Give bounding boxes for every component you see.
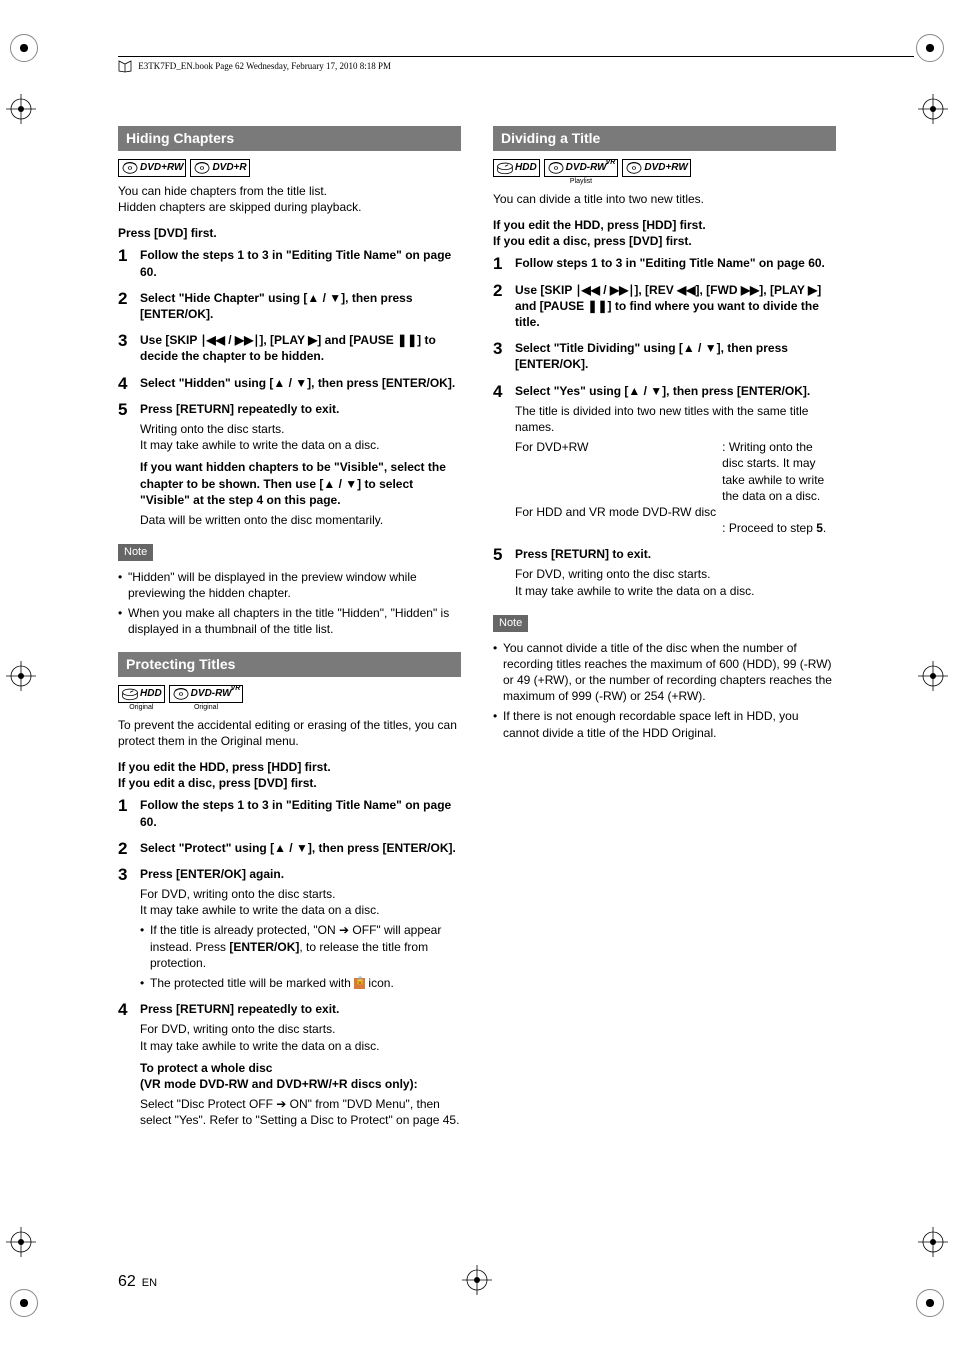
step-item: Press [RETURN] to exit.For DVD, writing … <box>493 546 836 599</box>
note-item: If there is not enough recordable space … <box>493 708 836 740</box>
registration-mark-icon <box>6 661 36 691</box>
step-item: Use [SKIP ∣◀◀ / ▶▶∣], [PLAY ▶] and [PAUS… <box>118 332 461 364</box>
step-item: Select "Protect" using [▲ / ▼], then pre… <box>118 840 461 856</box>
note-item: You cannot divide a title of the disc wh… <box>493 640 836 705</box>
note-label: Note <box>118 544 153 561</box>
left-column: Hiding Chapters DVD+RWDVD+R You can hide… <box>118 126 461 1139</box>
step-item: Use [SKIP ∣◀◀ / ▶▶∣], [REV ◀◀], [FWD ▶▶]… <box>493 282 836 331</box>
disc-badges: DVD+RWDVD+R <box>118 159 461 177</box>
step-item: Select "Hidden" using [▲ / ▼], then pres… <box>118 375 461 391</box>
disc-badge: DVD+RW <box>118 159 186 177</box>
disc-badge: HDDOriginal <box>118 685 165 711</box>
disc-badge: DVD+RW <box>622 159 690 177</box>
registration-mark-icon <box>918 661 948 691</box>
bullet-item: If the title is already protected, "ON ➔… <box>140 922 461 971</box>
crop-mark-icon <box>916 1289 944 1317</box>
section-title: Hiding Chapters <box>118 126 461 151</box>
note-item: When you make all chapters in the title … <box>118 605 461 637</box>
section-title: Protecting Titles <box>118 652 461 677</box>
intro-text: You can hide chapters from the title lis… <box>118 183 461 215</box>
note-item: "Hidden" will be displayed in the previe… <box>118 569 461 601</box>
step-item: Press [ENTER/OK] again.For DVD, writing … <box>118 866 461 991</box>
registration-mark-icon <box>918 94 948 124</box>
page-header: E3TK7FD_EN.book Page 62 Wednesday, Febru… <box>118 56 914 73</box>
right-column: Dividing a Title HDDDVD-RWVRPlaylistDVD+… <box>493 126 836 1139</box>
instruction: Press [DVD] first. <box>118 225 461 241</box>
disc-badges: HDDOriginalDVD-RWVROriginal <box>118 685 461 711</box>
disc-badge: DVD-RWVROriginal <box>169 685 244 711</box>
instruction: If you edit a disc, press [DVD] first. <box>493 233 836 249</box>
header-text: E3TK7FD_EN.book Page 62 Wednesday, Febru… <box>138 61 391 71</box>
step-item: Press [RETURN] repeatedly to exit.Writin… <box>118 401 461 528</box>
intro-text: You can divide a title into two new titl… <box>493 191 836 207</box>
disc-badge: DVD-RWVRPlaylist <box>544 159 619 185</box>
notes-list: "Hidden" will be displayed in the previe… <box>118 569 461 638</box>
disc-badges: HDDDVD-RWVRPlaylistDVD+RW <box>493 159 836 185</box>
instruction: If you edit the HDD, press [HDD] first. <box>493 217 836 233</box>
disc-badge: HDD <box>493 159 540 177</box>
registration-mark-icon <box>462 1265 492 1295</box>
instruction: If you edit the HDD, press [HDD] first. <box>118 759 461 775</box>
section-title: Dividing a Title <box>493 126 836 151</box>
step-item: Follow the steps 1 to 3 in "Editing Titl… <box>118 797 461 829</box>
step-item: Press [RETURN] repeatedly to exit.For DV… <box>118 1001 461 1128</box>
steps-list: Follow the steps 1 to 3 in "Editing Titl… <box>118 797 461 1128</box>
crop-mark-icon <box>916 34 944 62</box>
crop-mark-icon <box>10 34 38 62</box>
crop-mark-icon <box>10 1289 38 1317</box>
manual-page: E3TK7FD_EN.book Page 62 Wednesday, Febru… <box>0 0 954 1351</box>
steps-list: Follow steps 1 to 3 in "Editing Title Na… <box>493 255 836 598</box>
notes-list: You cannot divide a title of the disc wh… <box>493 640 836 741</box>
intro-text: To prevent the accidental editing or era… <box>118 717 461 749</box>
lock-icon <box>354 978 365 989</box>
instruction: If you edit a disc, press [DVD] first. <box>118 775 461 791</box>
step-item: Select "Yes" using [▲ / ▼], then press [… <box>493 383 836 537</box>
page-number: 62EN <box>118 1271 157 1293</box>
step-item: Select "Title Dividing" using [▲ / ▼], t… <box>493 340 836 372</box>
steps-list: Follow the steps 1 to 3 in "Editing Titl… <box>118 247 461 528</box>
bullet-item: The protected title will be marked with … <box>140 975 461 991</box>
step-item: Select "Hide Chapter" using [▲ / ▼], the… <box>118 290 461 322</box>
book-icon <box>118 59 132 73</box>
registration-mark-icon <box>6 1227 36 1257</box>
registration-mark-icon <box>6 94 36 124</box>
disc-badge: DVD+R <box>190 159 249 177</box>
step-item: Follow steps 1 to 3 in "Editing Title Na… <box>493 255 836 271</box>
step-item: Follow the steps 1 to 3 in "Editing Titl… <box>118 247 461 279</box>
note-label: Note <box>493 615 528 632</box>
registration-mark-icon <box>918 1227 948 1257</box>
